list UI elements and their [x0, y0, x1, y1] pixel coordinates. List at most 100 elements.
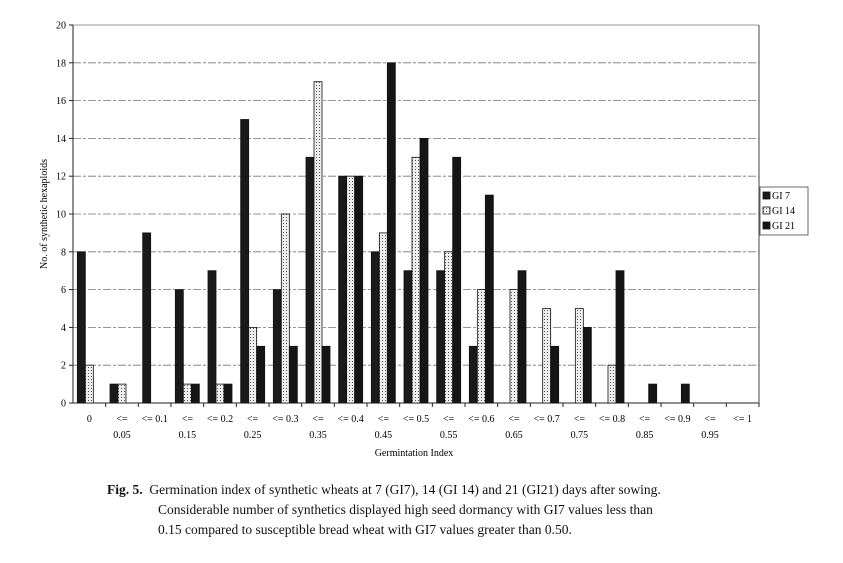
- bar-gi7: [436, 270, 446, 404]
- bar-gi21: [517, 270, 527, 404]
- bar-gi21: [223, 383, 233, 404]
- bar-gi21: [615, 270, 625, 404]
- legend-swatch: [762, 191, 771, 200]
- x-tick-label: 0: [87, 414, 92, 425]
- bar-gi7: [305, 156, 315, 404]
- x-axis-label: Germintation Index: [375, 448, 454, 459]
- bar-gi7: [142, 232, 152, 404]
- x-tick-label: 0.55: [440, 430, 458, 441]
- legend-label: GI 7: [772, 191, 790, 202]
- x-tick-label: <= 0.8: [599, 414, 625, 425]
- bar-gi14: [313, 81, 323, 404]
- x-tick-label: 0.75: [571, 430, 589, 441]
- x-tick-label: <= 0.1: [142, 414, 168, 425]
- bar-gi7: [403, 270, 413, 404]
- bar-gi14: [378, 232, 388, 404]
- x-tick-label: 0.45: [375, 430, 393, 441]
- x-tick-label: <=: [116, 414, 128, 425]
- bar-gi21: [648, 383, 658, 404]
- legend-label: GI 21: [772, 221, 795, 232]
- bar-gi7: [76, 251, 86, 404]
- x-tick-label: 0.85: [636, 430, 654, 441]
- bar-gi21: [550, 345, 560, 404]
- bar-gi14: [84, 364, 94, 404]
- bar-gi7: [370, 251, 380, 404]
- bar-gi21: [321, 345, 331, 404]
- y-tick-label: 8: [61, 247, 66, 258]
- bar-gi7: [240, 119, 250, 404]
- x-tick-label: <= 0.2: [207, 414, 233, 425]
- y-tick-label: 10: [56, 210, 66, 221]
- x-tick-label: 0.35: [309, 430, 327, 441]
- x-tick-label: <=: [247, 414, 259, 425]
- bar-gi14: [411, 156, 421, 404]
- figure-caption: Fig. 5. Germination index of synthetic w…: [107, 480, 807, 540]
- bar-gi14: [607, 364, 617, 404]
- y-tick-label: 4: [61, 323, 66, 334]
- bar-gi21: [256, 345, 266, 404]
- bar-gi21: [582, 326, 592, 404]
- germination-index-chart: 0 2 4 6 8 10 12 14 16 18 20 0 <= 0.05 <= 0.1 <= 0.15 <= 0…: [39, 21, 809, 459]
- x-tick-label: 0.95: [701, 430, 719, 441]
- x-tick-label: <=: [378, 414, 390, 425]
- bar-gi21: [386, 62, 396, 404]
- bar-gi21: [288, 345, 298, 404]
- caption-line-2: Considerable number of synthetics displa…: [158, 502, 653, 517]
- x-tick-label: 0.15: [179, 430, 197, 441]
- bar-gi14: [509, 289, 519, 404]
- bar-gi14: [346, 175, 356, 404]
- x-tick-label: 0.65: [505, 430, 523, 441]
- bar-gi14: [117, 383, 127, 404]
- x-tick-label: <=: [639, 414, 651, 425]
- x-tick-label: <= 0.3: [272, 414, 298, 425]
- x-tick-label: <=: [443, 414, 455, 425]
- x-tick-label: <=: [574, 414, 586, 425]
- x-tick-label: <=: [182, 414, 194, 425]
- legend-swatch: [762, 221, 771, 230]
- y-tick-label: 14: [56, 134, 66, 145]
- bar-gi14: [574, 308, 584, 404]
- x-tick-label: <= 0.7: [534, 414, 560, 425]
- y-axis-label: No. of synthetic hexaploids: [39, 159, 50, 269]
- x-tick-label: <= 0.4: [338, 414, 364, 425]
- bar-gi14: [542, 308, 552, 404]
- bar-gi14: [280, 213, 290, 404]
- bar-gi21: [452, 156, 462, 404]
- x-tick-label: 0.25: [244, 430, 262, 441]
- y-tick-label: 2: [61, 361, 66, 372]
- tick-labels: 0 2 4 6 8 10 12 14 16 18 20 0 <= 0.05 <= 0.1 <= 0.15 <= 0…: [56, 21, 752, 442]
- bar-gi14: [182, 383, 192, 404]
- x-tick-label: <=: [704, 414, 716, 425]
- bar-gi7: [207, 270, 217, 404]
- x-tick-label: 0.05: [113, 430, 131, 441]
- bar-gi14: [248, 326, 258, 404]
- bar-gi21: [680, 383, 690, 404]
- bar-gi7: [174, 289, 184, 404]
- caption-label: Fig. 5.: [107, 482, 143, 497]
- legend-swatch: [762, 206, 771, 215]
- bars: [76, 62, 690, 404]
- legend-label: GI 14: [772, 206, 795, 217]
- bar-gi21: [484, 194, 494, 404]
- legend: GI 7 GI 14 GI 21: [759, 186, 809, 236]
- bar-gi7: [109, 383, 119, 404]
- bar-gi21: [354, 175, 364, 404]
- x-tick-label: <=: [508, 414, 520, 425]
- x-tick-label: <= 0.6: [468, 414, 494, 425]
- bar-gi7: [468, 345, 478, 404]
- caption-line-1: Germination index of synthetic wheats at…: [149, 482, 661, 497]
- y-tick-label: 20: [56, 21, 66, 32]
- bar-gi14: [444, 251, 454, 404]
- x-tick-label: <= 0.5: [403, 414, 429, 425]
- x-tick-label: <= 1: [733, 414, 752, 425]
- y-tick-label: 12: [56, 172, 66, 183]
- bar-gi21: [190, 383, 200, 404]
- bar-gi7: [272, 289, 282, 404]
- caption-line-3: 0.15 compared to susceptible bread wheat…: [158, 522, 572, 537]
- bar-gi7: [338, 175, 348, 404]
- y-tick-label: 16: [56, 96, 66, 107]
- bar-gi14: [215, 383, 225, 404]
- bar-gi14: [476, 289, 486, 404]
- y-tick-label: 0: [61, 399, 66, 410]
- y-tick-label: 6: [61, 285, 66, 296]
